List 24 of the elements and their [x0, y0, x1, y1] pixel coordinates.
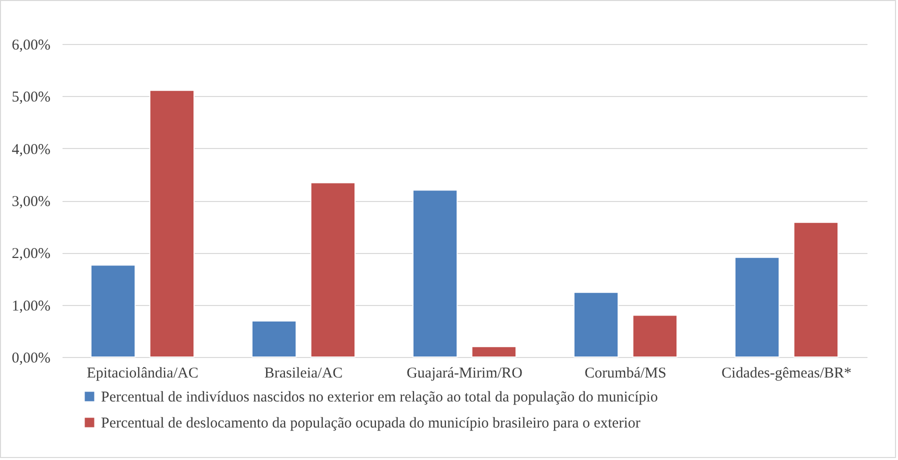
bar [471, 346, 517, 358]
y-tick-label: 3,00% [12, 194, 50, 210]
x-tick-label: Epitaciolândia/AC [86, 366, 198, 382]
bar [632, 314, 678, 358]
x-tick-label: Brasileia/AC [264, 366, 343, 382]
legend-label: Percentual de deslocamento da população ocupada do município brasileiro para o exterior [101, 416, 640, 432]
x-tick-label: Cidades-gêmeas/BR* [722, 366, 852, 382]
x-tick-label: Guajará-Mirim/RO [406, 366, 523, 382]
x-tick-label: Corumbá/MS [584, 366, 666, 382]
bar [573, 292, 619, 358]
bar [149, 90, 195, 358]
y-tick-label: 5,00% [12, 90, 50, 106]
bar [310, 182, 356, 358]
legend-label: Percentual de indivíduos nascidos no exterior em relação ao total da população do município [101, 390, 658, 406]
bar [90, 264, 136, 358]
bar [412, 190, 458, 358]
y-tick-label: 2,00% [12, 246, 50, 262]
bar [793, 222, 839, 358]
y-tick-label: 4,00% [12, 142, 50, 158]
bar [734, 256, 780, 358]
bar [251, 320, 297, 358]
y-tick-label: 1,00% [12, 298, 50, 314]
y-tick-label: 6,00% [12, 38, 50, 54]
y-tick-label: 0,00% [12, 350, 50, 366]
